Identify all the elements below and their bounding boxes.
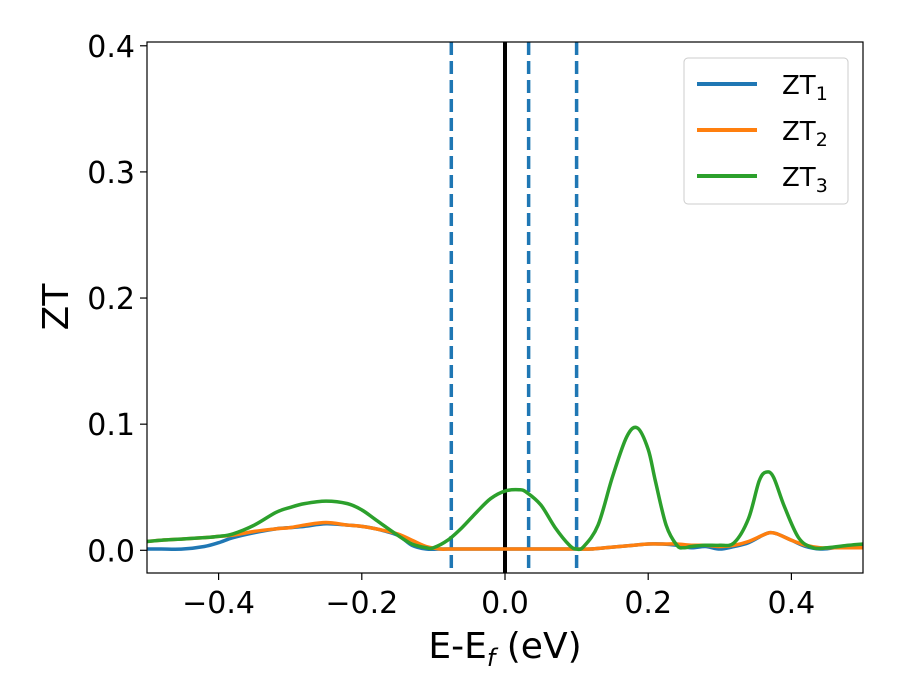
legend: ZT1 ZT2 ZT3	[683, 57, 849, 205]
x-tick-label: 0.0	[481, 586, 529, 621]
y-axis-title: ZT	[36, 283, 77, 331]
series-lines	[147, 425, 863, 552]
x-tick-label: 0.2	[624, 586, 672, 621]
y-tick-label: 0.4	[87, 30, 135, 65]
legend-label-zt2: ZT2	[782, 117, 828, 151]
x-tick-label: −0.4	[182, 586, 255, 621]
y-tick-label: 0.3	[87, 156, 135, 191]
vertical-lines	[449, 42, 579, 573]
legend-box	[683, 57, 849, 205]
y-tick-label: 0.0	[87, 534, 135, 569]
y-axis-ticks: 0.0 0.1 0.2 0.3 0.4	[87, 30, 147, 569]
y-tick-label: 0.1	[87, 408, 135, 443]
series-line-zt3	[147, 425, 863, 552]
x-axis-ticks: −0.4 −0.2 0.0 0.2 0.4	[182, 573, 815, 621]
x-axis-title: E-Ef (eV)	[428, 626, 581, 672]
legend-label-zt1: ZT1	[782, 71, 828, 105]
y-tick-label: 0.2	[87, 282, 135, 317]
x-tick-label: −0.2	[325, 586, 398, 621]
x-tick-label: 0.4	[768, 586, 816, 621]
legend-label-zt3: ZT3	[782, 163, 828, 197]
x-axis-title-unit: (eV)	[495, 626, 581, 667]
series-line-zt2	[147, 520, 863, 551]
